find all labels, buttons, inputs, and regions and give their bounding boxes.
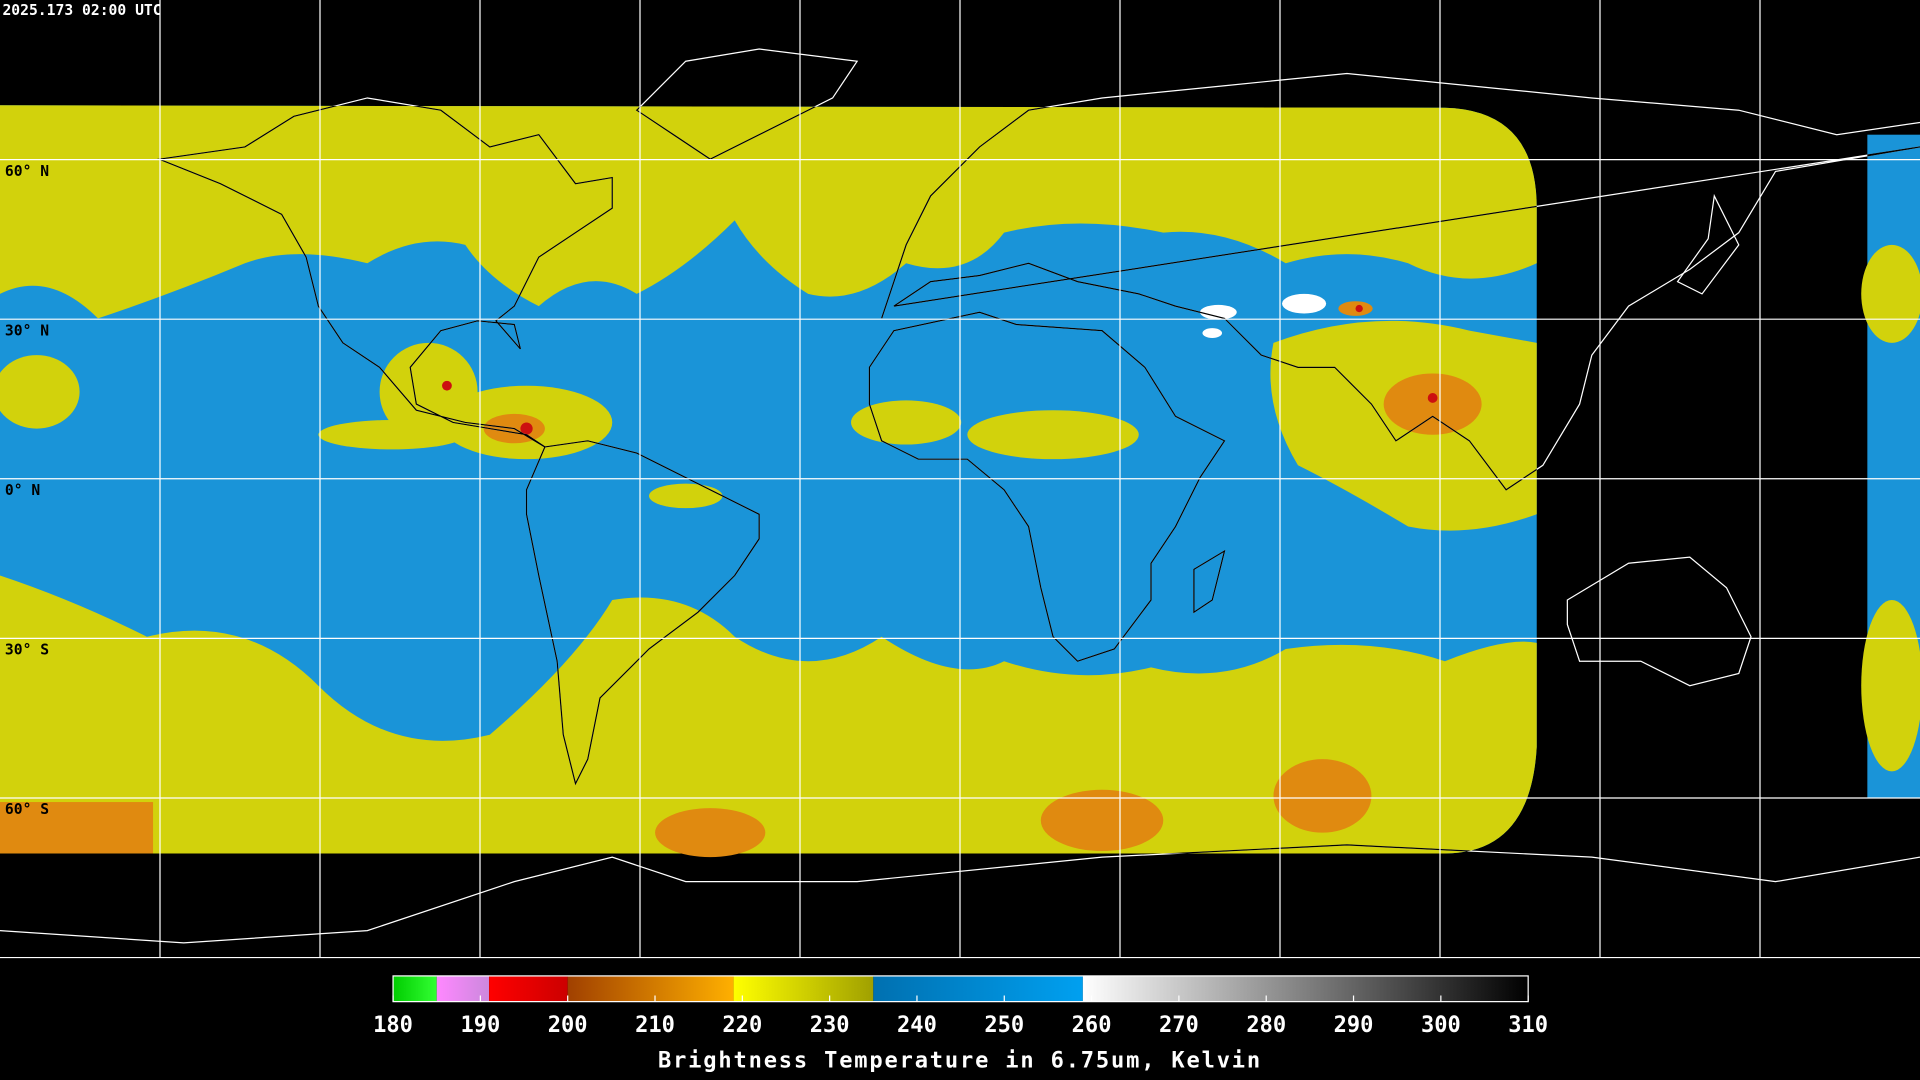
colorbar-tick-label: 250 [984, 1013, 1024, 1038]
coastline [635, 105, 859, 160]
colorbar-segment [1082, 975, 1529, 1002]
colorbar-tick-label: 240 [897, 1013, 937, 1038]
coastline [525, 440, 760, 786]
latitude-label: 60° N [5, 163, 49, 180]
colorbar-tick-label: 270 [1159, 1013, 1199, 1038]
colorbar-segment [733, 975, 874, 1002]
latitude-label: 30° S [5, 642, 49, 659]
colorbar-tick-label: 260 [1072, 1013, 1112, 1038]
coastline [156, 105, 613, 448]
coastline [0, 844, 1920, 944]
colorbar-tick-label: 290 [1334, 1013, 1374, 1038]
coastlines [0, 48, 1920, 944]
coastline [1566, 556, 1752, 687]
colorbar-frame [392, 975, 1529, 1003]
coastline [1676, 193, 1740, 295]
latitude-label: 0° N [5, 482, 40, 499]
colorbar-tick-label: 280 [1246, 1013, 1286, 1038]
colorbar-tick-label: 230 [810, 1013, 850, 1038]
colorbar-segment [873, 975, 1083, 1002]
warm-dry [1200, 293, 1327, 338]
colorbar-tick-label: 180 [373, 1013, 413, 1038]
latitude-label: 30° N [5, 322, 49, 339]
colorbar-segment [393, 975, 437, 1002]
latitude-label: 60° S [5, 801, 49, 818]
coastline [868, 311, 1226, 662]
graticule: 60° N 30° N 0° N 30° S 60° S [0, 0, 1920, 958]
deep-convection [442, 304, 1438, 435]
colorbar: 180 190 200 210 220 230 240 250 260 270 280 290 300 3… [373, 975, 1548, 1038]
colorbar-tick-label: 210 [635, 1013, 675, 1038]
coastline [1193, 549, 1226, 614]
colorbar-tick-label: 310 [1508, 1013, 1548, 1038]
colorbar-tick-label: 190 [460, 1013, 500, 1038]
colorbar-tick-label: 300 [1421, 1013, 1461, 1038]
colorbar-tick-label: 200 [548, 1013, 588, 1038]
colorbar-segment [436, 975, 490, 1002]
colorbar-tick-label: 220 [722, 1013, 762, 1038]
colorbar-segment [489, 975, 568, 1002]
colorbar-segment [567, 975, 734, 1002]
timestamp: 2025.173 02:00 UTC [2, 2, 161, 19]
colorbar-title: Brightness Temperature in 6.75um, Kelvin [658, 1049, 1262, 1074]
